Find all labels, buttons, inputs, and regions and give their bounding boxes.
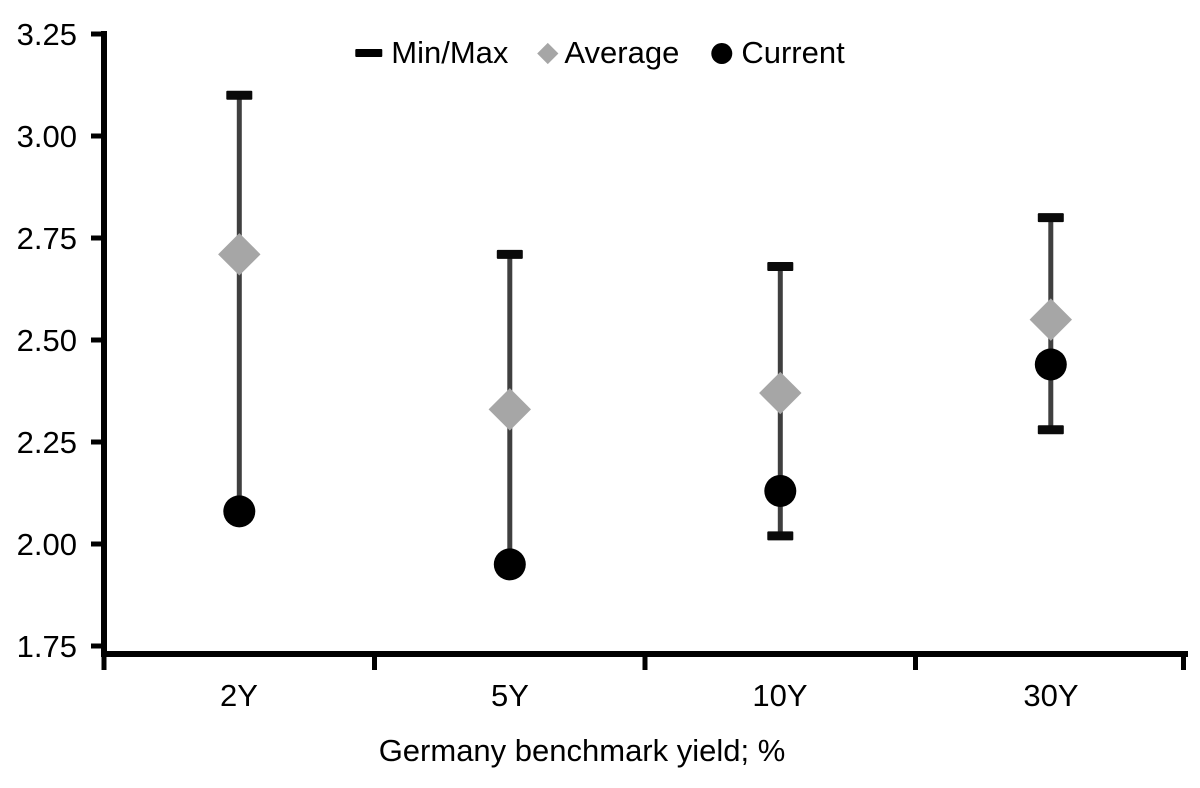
x-axis-ticks — [101, 657, 1186, 670]
current-dot-30y — [1034, 348, 1067, 381]
min-cap-30y — [1037, 425, 1064, 435]
current-circle-icon — [711, 42, 733, 64]
x-category-label: 2Y — [220, 678, 258, 713]
max-cap-5y — [496, 249, 523, 259]
y-axis-line — [101, 31, 107, 657]
average-diamond-10y — [759, 371, 802, 415]
x-category-label: 30Y — [1023, 678, 1078, 713]
x-axis-labels: 2Y 5Y 10Y 30Y — [220, 678, 1079, 713]
current-dot-2y — [223, 495, 256, 528]
y-tick-label: 1.75 — [17, 629, 77, 664]
average-diamond-30y — [1029, 298, 1073, 341]
y-tick-label: 2.00 — [17, 527, 77, 562]
series-layer — [218, 90, 1073, 581]
legend-item-minmax: Min/Max — [355, 34, 508, 72]
max-cap-2y — [226, 90, 253, 100]
y-tick-label: 2.25 — [17, 425, 77, 460]
legend-item-average: Average — [537, 34, 680, 72]
average-diamond-5y — [488, 388, 532, 431]
x-category-label: 5Y — [491, 678, 529, 713]
legend-label-current: Current — [741, 35, 845, 70]
legend-item-current: Current — [711, 34, 845, 72]
y-tick-label: 2.75 — [17, 221, 77, 256]
x-category-label: 10Y — [752, 678, 807, 713]
y-axis-labels: 3.25 3.00 2.75 2.50 2.25 2.00 1.75 — [17, 17, 77, 664]
current-dot-5y — [493, 548, 526, 581]
max-cap-30y — [1037, 213, 1064, 223]
y-tick-label: 2.50 — [17, 323, 77, 358]
y-tick-label: 3.00 — [17, 119, 77, 154]
max-cap-10y — [767, 262, 794, 272]
y-tick-label: 3.25 — [17, 17, 77, 52]
y-axis-ticks — [91, 31, 104, 649]
legend-label-average: Average — [564, 35, 680, 70]
x-axis-line — [101, 651, 1188, 657]
current-dot-10y — [764, 474, 797, 507]
average-diamond-2y — [218, 233, 261, 276]
legend: Min/Max Average Current — [355, 34, 845, 72]
min-cap-10y — [767, 531, 794, 541]
x-axis-title: Germany benchmark yield; % — [379, 733, 786, 768]
legend-label-minmax: Min/Max — [391, 35, 509, 70]
minmax-dash-icon — [355, 49, 383, 57]
